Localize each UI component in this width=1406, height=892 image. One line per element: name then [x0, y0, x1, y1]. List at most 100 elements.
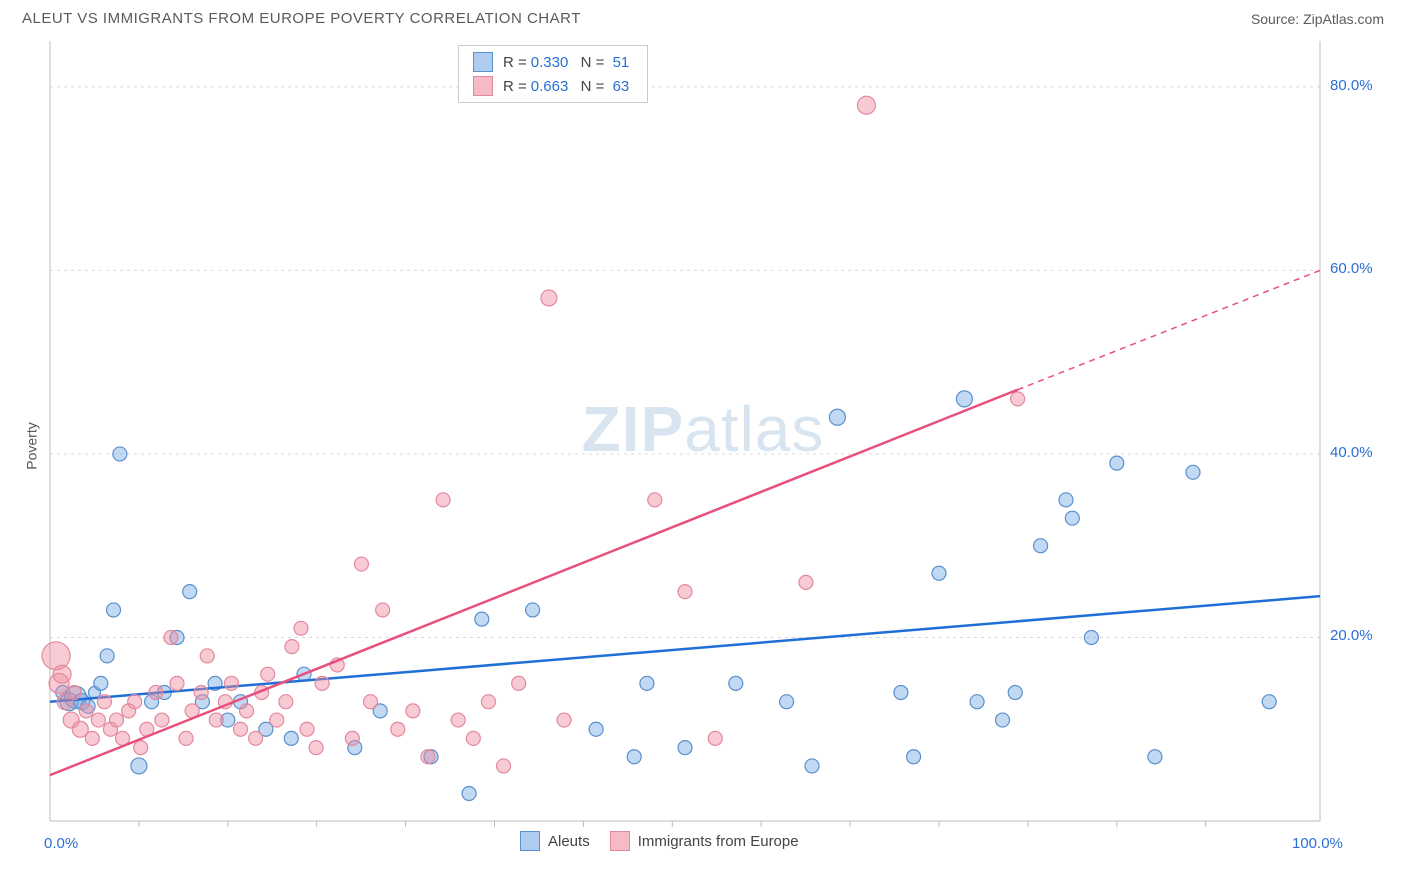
data-point	[134, 741, 148, 755]
data-point	[285, 640, 299, 654]
data-point	[451, 713, 465, 727]
chart-svg	[0, 31, 1406, 861]
data-point	[107, 603, 121, 617]
data-point	[799, 575, 813, 589]
data-point	[85, 731, 99, 745]
data-point	[149, 686, 163, 700]
data-point	[279, 695, 293, 709]
legend-label: Immigrants from Europe	[638, 833, 799, 850]
data-point	[640, 676, 654, 690]
data-point	[224, 676, 238, 690]
data-point	[209, 713, 223, 727]
data-point	[94, 676, 108, 690]
legend-swatch	[473, 76, 493, 96]
data-point	[364, 695, 378, 709]
data-point	[894, 686, 908, 700]
n-value: 51	[608, 54, 629, 71]
data-point	[376, 603, 390, 617]
legend-item: Aleuts	[520, 831, 590, 851]
data-point	[249, 731, 263, 745]
data-point	[729, 676, 743, 690]
data-point	[200, 649, 214, 663]
n-value: 63	[608, 78, 629, 95]
data-point	[1148, 750, 1162, 764]
data-point	[309, 741, 323, 755]
r-value: 0.330	[531, 54, 569, 71]
data-point	[113, 447, 127, 461]
data-point	[1084, 630, 1098, 644]
data-point	[240, 704, 254, 718]
data-point	[589, 722, 603, 736]
data-point	[497, 759, 511, 773]
trend-line-extrapolated	[1018, 270, 1320, 389]
legend-item: Immigrants from Europe	[610, 831, 799, 851]
data-point	[1008, 686, 1022, 700]
data-point	[421, 750, 435, 764]
data-point	[91, 713, 105, 727]
y-tick-label: 20.0%	[1330, 627, 1373, 644]
data-point	[391, 722, 405, 736]
data-point	[526, 603, 540, 617]
data-point	[678, 741, 692, 755]
r-value: 0.663	[531, 78, 569, 95]
data-point	[164, 630, 178, 644]
legend-swatch	[610, 831, 630, 851]
data-point	[97, 695, 111, 709]
data-point	[970, 695, 984, 709]
legend-label: Aleuts	[548, 833, 590, 850]
data-point	[1059, 493, 1073, 507]
legend-swatch	[520, 831, 540, 851]
data-point	[354, 557, 368, 571]
data-point	[170, 676, 184, 690]
data-point	[1034, 539, 1048, 553]
data-point	[1065, 511, 1079, 525]
data-point	[1110, 456, 1124, 470]
data-point	[481, 695, 495, 709]
x-tick-label: 100.0%	[1292, 835, 1343, 852]
y-tick-label: 60.0%	[1330, 260, 1373, 277]
data-point	[678, 585, 692, 599]
data-point	[53, 665, 71, 683]
data-point	[1262, 695, 1276, 709]
chart-area: Poverty ZIPatlas R = 0.330 N = 51R = 0.6…	[0, 31, 1406, 861]
header: ALEUT VS IMMIGRANTS FROM EUROPE POVERTY …	[0, 0, 1406, 31]
data-point	[475, 612, 489, 626]
data-point	[110, 713, 124, 727]
data-point	[466, 731, 480, 745]
chart-title: ALEUT VS IMMIGRANTS FROM EUROPE POVERTY …	[22, 10, 581, 27]
data-point	[131, 758, 147, 774]
data-point	[805, 759, 819, 773]
data-point	[1186, 465, 1200, 479]
data-point	[512, 676, 526, 690]
data-point	[648, 493, 662, 507]
data-point	[128, 695, 142, 709]
data-point	[557, 713, 571, 727]
data-point	[315, 676, 329, 690]
correlation-stats-box: R = 0.330 N = 51R = 0.663 N = 63	[458, 45, 648, 103]
data-point	[194, 686, 208, 700]
legend-swatch	[473, 52, 493, 72]
data-point	[907, 750, 921, 764]
data-point	[996, 713, 1010, 727]
data-point	[155, 713, 169, 727]
data-point	[436, 493, 450, 507]
data-point	[462, 786, 476, 800]
source-attribution: Source: ZipAtlas.com	[1251, 11, 1384, 27]
data-point	[183, 585, 197, 599]
data-point	[956, 391, 972, 407]
data-point	[708, 731, 722, 745]
bottom-legend: Aleuts Immigrants from Europe	[520, 831, 799, 851]
data-point	[67, 686, 81, 700]
stats-row: R = 0.663 N = 63	[459, 74, 647, 98]
data-point	[627, 750, 641, 764]
x-tick-label: 0.0%	[44, 835, 78, 852]
data-point	[857, 96, 875, 114]
data-point	[1011, 392, 1025, 406]
y-axis-label: Poverty	[24, 422, 40, 469]
data-point	[829, 409, 845, 425]
data-point	[932, 566, 946, 580]
data-point	[294, 621, 308, 635]
trend-line	[50, 390, 1018, 775]
data-point	[234, 722, 248, 736]
data-point	[261, 667, 275, 681]
